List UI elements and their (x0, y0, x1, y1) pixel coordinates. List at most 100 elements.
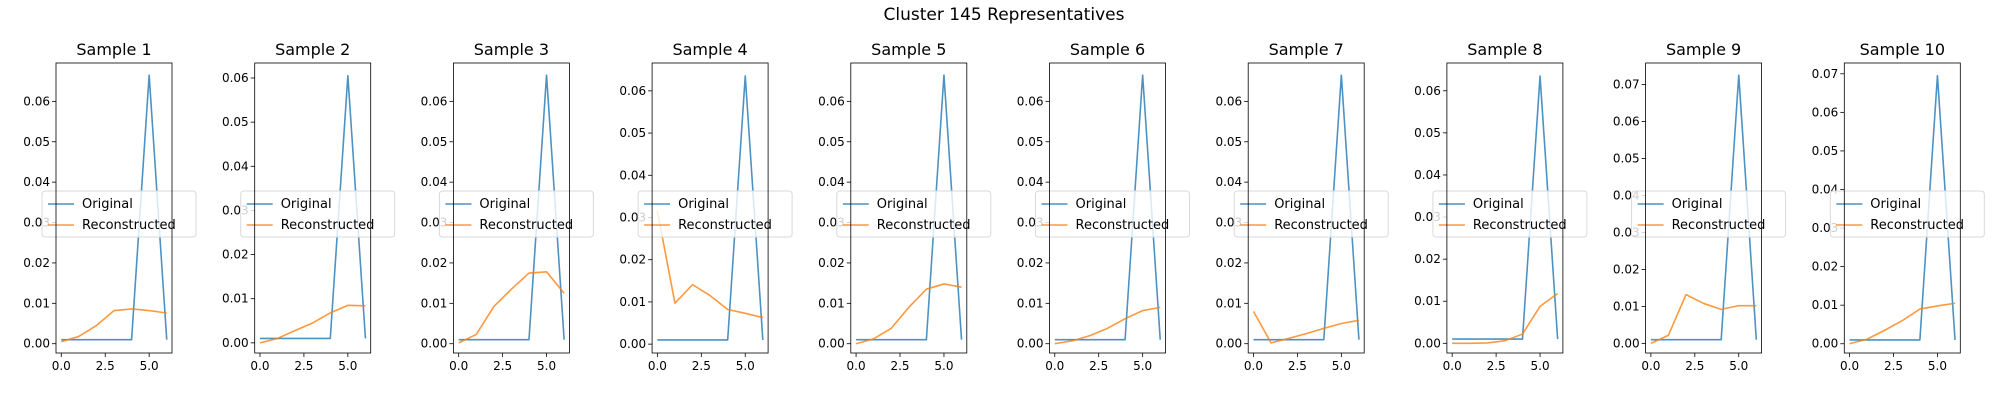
axes-frame (1843, 62, 1961, 354)
legend-label-original: Original (1076, 197, 1127, 212)
legend-label-reconstructed: Reconstructed (82, 218, 176, 233)
figure-title: Cluster 145 Representatives (884, 5, 1125, 25)
y-tick-label: 0.05 (1215, 135, 1242, 149)
legend-label-original: Original (1672, 197, 1723, 212)
legend-frame (41, 190, 197, 238)
y-tick-label: 0.01 (619, 295, 646, 309)
legend-label-reconstructed: Reconstructed (1274, 218, 1368, 233)
y-tick-label: 0.04 (619, 168, 646, 182)
axes-frame (254, 62, 372, 354)
series-line-original (1650, 74, 1758, 341)
subplot-3: Sample 30.000.010.020.030.040.050.060.0 2… (421, 40, 594, 373)
legend-label-reconstructed: Reconstructed (678, 218, 772, 233)
y-tick-label: 0.06 (222, 71, 249, 85)
y-tick-label: 0.05 (1017, 135, 1044, 149)
legend-label-original: Original (678, 197, 729, 212)
y-tick-label: 0.01 (818, 296, 845, 310)
y-tick-label: 0.01 (1215, 296, 1242, 310)
y-tick-label: 0.06 (1017, 94, 1044, 108)
subplot-6: Sample 60.000.010.020.030.040.050.060.0 2… (1017, 40, 1190, 373)
y-tick-label: 0.00 (1812, 337, 1839, 351)
x-tick-label: 2.5 (692, 359, 711, 373)
y-tick-label: 0.05 (1613, 151, 1640, 165)
y-tick-label: 0.00 (1215, 337, 1242, 351)
legend-label-original: Original (1473, 197, 1524, 212)
y-tick-label: 0.02 (1613, 262, 1640, 276)
x-tick-label: 2.5 (294, 359, 313, 373)
subplot-title: Sample 8 (1467, 40, 1542, 59)
subplot-1: Sample 10.000.010.020.030.040.050.060.0 2… (23, 40, 197, 373)
x-tick-label: 2.5 (890, 359, 909, 373)
x-tick-label: 0.0 (1840, 359, 1859, 373)
x-tick-label: 5.0 (1928, 359, 1947, 373)
x-tick-label: 5.0 (934, 359, 953, 373)
legend-frame (240, 190, 396, 238)
y-tick-label: 0.05 (23, 135, 50, 149)
series-line-reconstructed (1849, 302, 1956, 345)
y-tick-label: 0.01 (1414, 294, 1441, 308)
y-tick-label: 0.00 (23, 337, 50, 351)
y-tick-label: 0.00 (1017, 337, 1044, 351)
y-tick-label: 0.00 (818, 337, 845, 351)
axes-frame (452, 62, 570, 354)
y-tick-label: 0.00 (222, 336, 249, 350)
legend-frame (637, 190, 793, 238)
series-line-reconstructed (61, 308, 167, 343)
legend-label-original: Original (1870, 197, 1921, 212)
y-tick-label: 0.06 (818, 94, 845, 108)
y-tick-label: 0.04 (222, 159, 249, 173)
series-line-original (1253, 74, 1360, 341)
y-tick-label: 0.05 (1414, 126, 1441, 140)
y-tick-label: 0.06 (1812, 105, 1839, 119)
x-tick-label: 5.0 (338, 359, 357, 373)
series-line-reconstructed (259, 304, 366, 344)
series-line-reconstructed (855, 283, 962, 345)
series-line-reconstructed (1054, 306, 1161, 345)
axes-frame (1645, 62, 1762, 354)
legend-frame (1035, 190, 1190, 238)
subplot-title: Sample 3 (474, 40, 549, 59)
x-tick-label: 0.0 (1641, 359, 1660, 373)
x-tick-label: 0.0 (648, 359, 667, 373)
legend-frame (836, 190, 992, 238)
x-tick-label: 2.5 (1685, 359, 1704, 373)
y-tick-label: 0.02 (1017, 256, 1044, 270)
legend: Original Reconstructed (836, 190, 992, 238)
legend-label-reconstructed: Reconstructed (877, 218, 971, 233)
x-tick-label: 2.5 (1487, 359, 1506, 373)
x-tick-label: 5.0 (1332, 359, 1351, 373)
legend-label-original: Original (82, 197, 133, 212)
axes-frame (651, 62, 769, 354)
y-tick-label: 0.05 (421, 135, 448, 149)
series-line-original (61, 74, 168, 341)
x-tick-label: 5.0 (1531, 359, 1550, 373)
legend-frame (438, 190, 594, 238)
y-tick-label: 0.04 (1017, 175, 1044, 189)
y-tick-label: 0.02 (1414, 252, 1441, 266)
series-line-original (657, 75, 764, 341)
y-tick-label: 0.00 (421, 337, 448, 351)
subplot-title: Sample 9 (1666, 40, 1741, 59)
x-tick-label: 0.0 (1443, 359, 1462, 373)
subplot-9: Sample 90.000.010.020.030.040.050.060.07… (1613, 40, 1787, 373)
y-tick-label: 0.01 (23, 296, 50, 310)
axes-frame (1247, 62, 1365, 354)
y-tick-label: 0.04 (818, 175, 845, 189)
legend: Original Reconstructed (438, 190, 594, 238)
y-tick-label: 0.00 (619, 337, 646, 351)
subplot-8: Sample 80.000.010.020.030.040.050.060.0 2… (1414, 40, 1588, 373)
y-tick-label: 0.06 (619, 84, 646, 98)
legend-label-original: Original (1274, 197, 1325, 212)
legend-label-reconstructed: Reconstructed (479, 218, 573, 233)
y-tick-label: 0.06 (1613, 114, 1640, 128)
axes-frame (850, 62, 968, 354)
x-tick-label: 2.5 (1884, 359, 1903, 373)
y-tick-label: 0.07 (1613, 77, 1640, 91)
y-tick-label: 0.02 (1215, 256, 1242, 270)
legend-label-reconstructed: Reconstructed (1870, 218, 1964, 233)
x-tick-label: 5.0 (537, 359, 556, 373)
subplot-title: Sample 7 (1269, 40, 1344, 59)
subplot-10: Sample 100.000.010.020.030.040.050.060.0… (1812, 40, 1985, 373)
x-tick-label: 2.5 (1089, 359, 1108, 373)
y-tick-label: 0.04 (1414, 168, 1441, 182)
